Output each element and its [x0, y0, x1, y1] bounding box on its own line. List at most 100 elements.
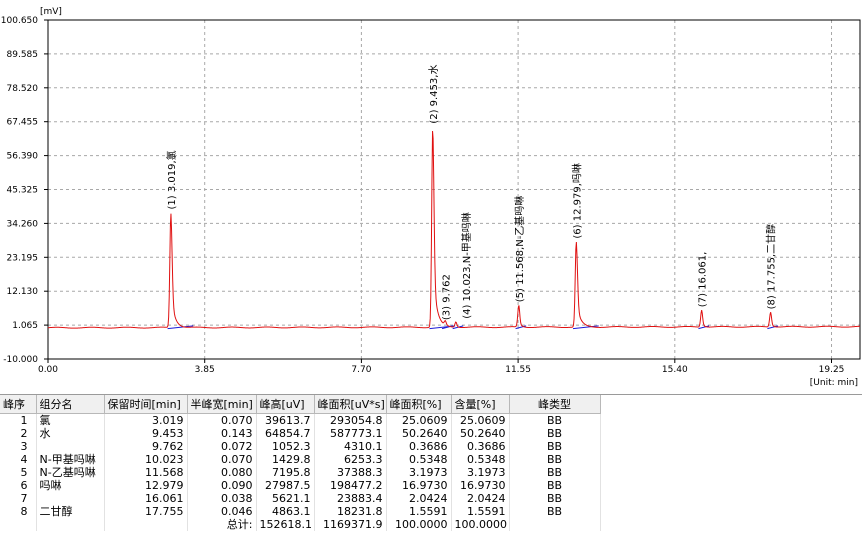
peak-label: (2) 9.453,水	[428, 65, 440, 124]
area-cell: 198477.2	[314, 479, 387, 492]
y-tick-label: 100.650	[1, 16, 38, 26]
peak-no-cell: 5	[0, 466, 37, 479]
y-tick-label: 1.065	[12, 321, 38, 331]
retention-time-cell: 9.453	[104, 427, 188, 440]
height-cell: 4863.1	[256, 505, 315, 518]
total-content-pct: 100.0000	[451, 518, 510, 531]
height-cell: 1429.8	[256, 453, 315, 466]
component-cell: 氯	[36, 413, 105, 427]
area-pct-cell: 16.9730	[386, 479, 452, 492]
y-tick-label: 12.130	[7, 287, 39, 297]
integration-baseline	[572, 325, 599, 330]
height-cell: 64854.7	[256, 427, 315, 440]
peak-label: (1) 3.019,氯	[165, 150, 178, 209]
height-cell: 7195.8	[256, 466, 315, 479]
integration-baseline	[515, 325, 527, 330]
column-header-half-width[interactable]: 半峰宽[min]	[187, 395, 257, 414]
peak-no-cell: 2	[0, 427, 37, 440]
component-cell	[36, 492, 105, 505]
height-cell: 1052.3	[256, 440, 315, 453]
content-pct-cell: 50.2640	[451, 427, 510, 440]
component-cell: 水	[36, 427, 105, 440]
y-tick-label: 78.520	[7, 84, 39, 94]
half-width-cell: 0.046	[187, 505, 257, 518]
total-area: 1169371.9	[314, 518, 387, 531]
peak-type-cell: BB	[509, 479, 601, 492]
component-cell: 二甘醇	[36, 505, 105, 518]
column-header-peak-no[interactable]: 峰序	[0, 395, 37, 414]
half-width-cell: 0.072	[187, 440, 257, 453]
height-cell: 5621.1	[256, 492, 315, 505]
table-row[interactable]: 1 氯 3.019 0.070 39613.7 293054.8 25.0609 25.060…	[0, 413, 601, 427]
peak-label: (4) 10.023,N-甲基吗啉	[460, 212, 473, 319]
retention-time-cell: 11.568	[104, 466, 188, 479]
height-cell: 39613.7	[256, 413, 315, 427]
half-width-cell: 0.070	[187, 453, 257, 466]
half-width-cell: 0.143	[187, 427, 257, 440]
peak-no-cell: 8	[0, 505, 37, 518]
y-unit-label: [mV]	[40, 7, 62, 17]
content-pct-cell: 3.1973	[451, 466, 510, 479]
peak-label: (7) 16.061,	[698, 252, 709, 308]
column-header-height[interactable]: 峰高[uV]	[256, 395, 315, 414]
y-tick-label: 45.325	[7, 186, 39, 196]
table-row[interactable]: 5 N-乙基吗啉 11.568 0.080 7195.8 37388.3 3.1973 3.1…	[0, 466, 601, 479]
total-area-pct: 100.0000	[386, 518, 452, 531]
peak-type-cell: BB	[509, 453, 601, 466]
peak-label: (3) 9.762	[441, 274, 452, 320]
half-width-cell: 0.080	[187, 466, 257, 479]
retention-time-cell: 16.061	[104, 492, 188, 505]
column-header-peak-type[interactable]: 峰类型	[509, 395, 601, 414]
table-row[interactable]: 7 16.061 0.038 5621.1 23883.4 2.0424 2.0424 BB	[0, 492, 601, 505]
content-pct-cell: 16.9730	[451, 479, 510, 492]
area-pct-cell: 25.0609	[386, 413, 452, 427]
area-cell: 4310.1	[314, 440, 387, 453]
integration-baseline	[167, 325, 194, 330]
signal-trace	[47, 130, 861, 329]
peak-type-cell: BB	[509, 427, 601, 440]
column-header-component[interactable]: 组分名	[36, 395, 105, 414]
table-row[interactable]: 2 水 9.453 0.143 64854.7 587773.1 50.2640 50.264…	[0, 427, 601, 440]
area-pct-cell: 2.0424	[386, 492, 452, 505]
peak-no-cell: 4	[0, 453, 37, 466]
table-row[interactable]: 6 吗啉 12.979 0.090 27987.5 198477.2 16.9730 16.9…	[0, 479, 601, 492]
component-cell: N-乙基吗啉	[36, 466, 105, 479]
peak-label: (5) 11.568,N-乙基吗啉	[513, 196, 526, 303]
x-tick-label: 11.55	[505, 365, 531, 375]
plot-frame	[47, 19, 861, 360]
table-row[interactable]: 8 二甘醇 17.755 0.046 4863.1 18231.8 1.5591 1.5591…	[0, 505, 601, 518]
retention-time-cell: 10.023	[104, 453, 188, 466]
component-cell: N-甲基吗啉	[36, 453, 105, 466]
height-cell: 27987.5	[256, 479, 315, 492]
area-pct-cell: 0.5348	[386, 453, 452, 466]
column-header-retention-time[interactable]: 保留时间[min]	[104, 395, 188, 414]
x-tick-label: 7.70	[351, 365, 371, 375]
retention-time-cell: 3.019	[104, 413, 188, 427]
column-header-area-pct[interactable]: 峰面积[%]	[386, 395, 452, 414]
peak-label: (6) 12.979,吗啉	[571, 163, 583, 239]
retention-time-cell: 9.762	[104, 440, 188, 453]
peak-type-cell: BB	[509, 466, 601, 479]
peak-no-cell: 7	[0, 492, 37, 505]
peak-table: 峰序 组分名 保留时间[min] 半峰宽[min] 峰高[uV] 峰面积[uV*…	[0, 395, 601, 531]
integration-baseline	[698, 325, 710, 330]
peak-type-cell: BB	[509, 440, 601, 453]
column-header-content-pct[interactable]: 含量[%]	[451, 395, 510, 414]
y-tick-label: 56.390	[7, 152, 39, 162]
table-row[interactable]: 4 N-甲基吗啉 10.023 0.070 1429.8 6253.3 0.5348 0.53…	[0, 453, 601, 466]
content-pct-cell: 0.5348	[451, 453, 510, 466]
half-width-cell: 0.090	[187, 479, 257, 492]
retention-time-cell: 12.979	[104, 479, 188, 492]
peak-no-cell: 6	[0, 479, 37, 492]
area-cell: 23883.4	[314, 492, 387, 505]
column-header-area[interactable]: 峰面积[uV*s]	[314, 395, 387, 414]
area-cell: 37388.3	[314, 466, 387, 479]
peak-type-cell: BB	[509, 413, 601, 427]
content-pct-cell: 0.3686	[451, 440, 510, 453]
content-pct-cell: 25.0609	[451, 413, 510, 427]
total-empty-cell	[0, 518, 37, 531]
content-pct-cell: 1.5591	[451, 505, 510, 518]
total-height: 152618.1	[256, 518, 315, 531]
table-row[interactable]: 3 9.762 0.072 1052.3 4310.1 0.3686 0.3686 BB	[0, 440, 601, 453]
x-tick-label: 19.25	[819, 365, 845, 375]
